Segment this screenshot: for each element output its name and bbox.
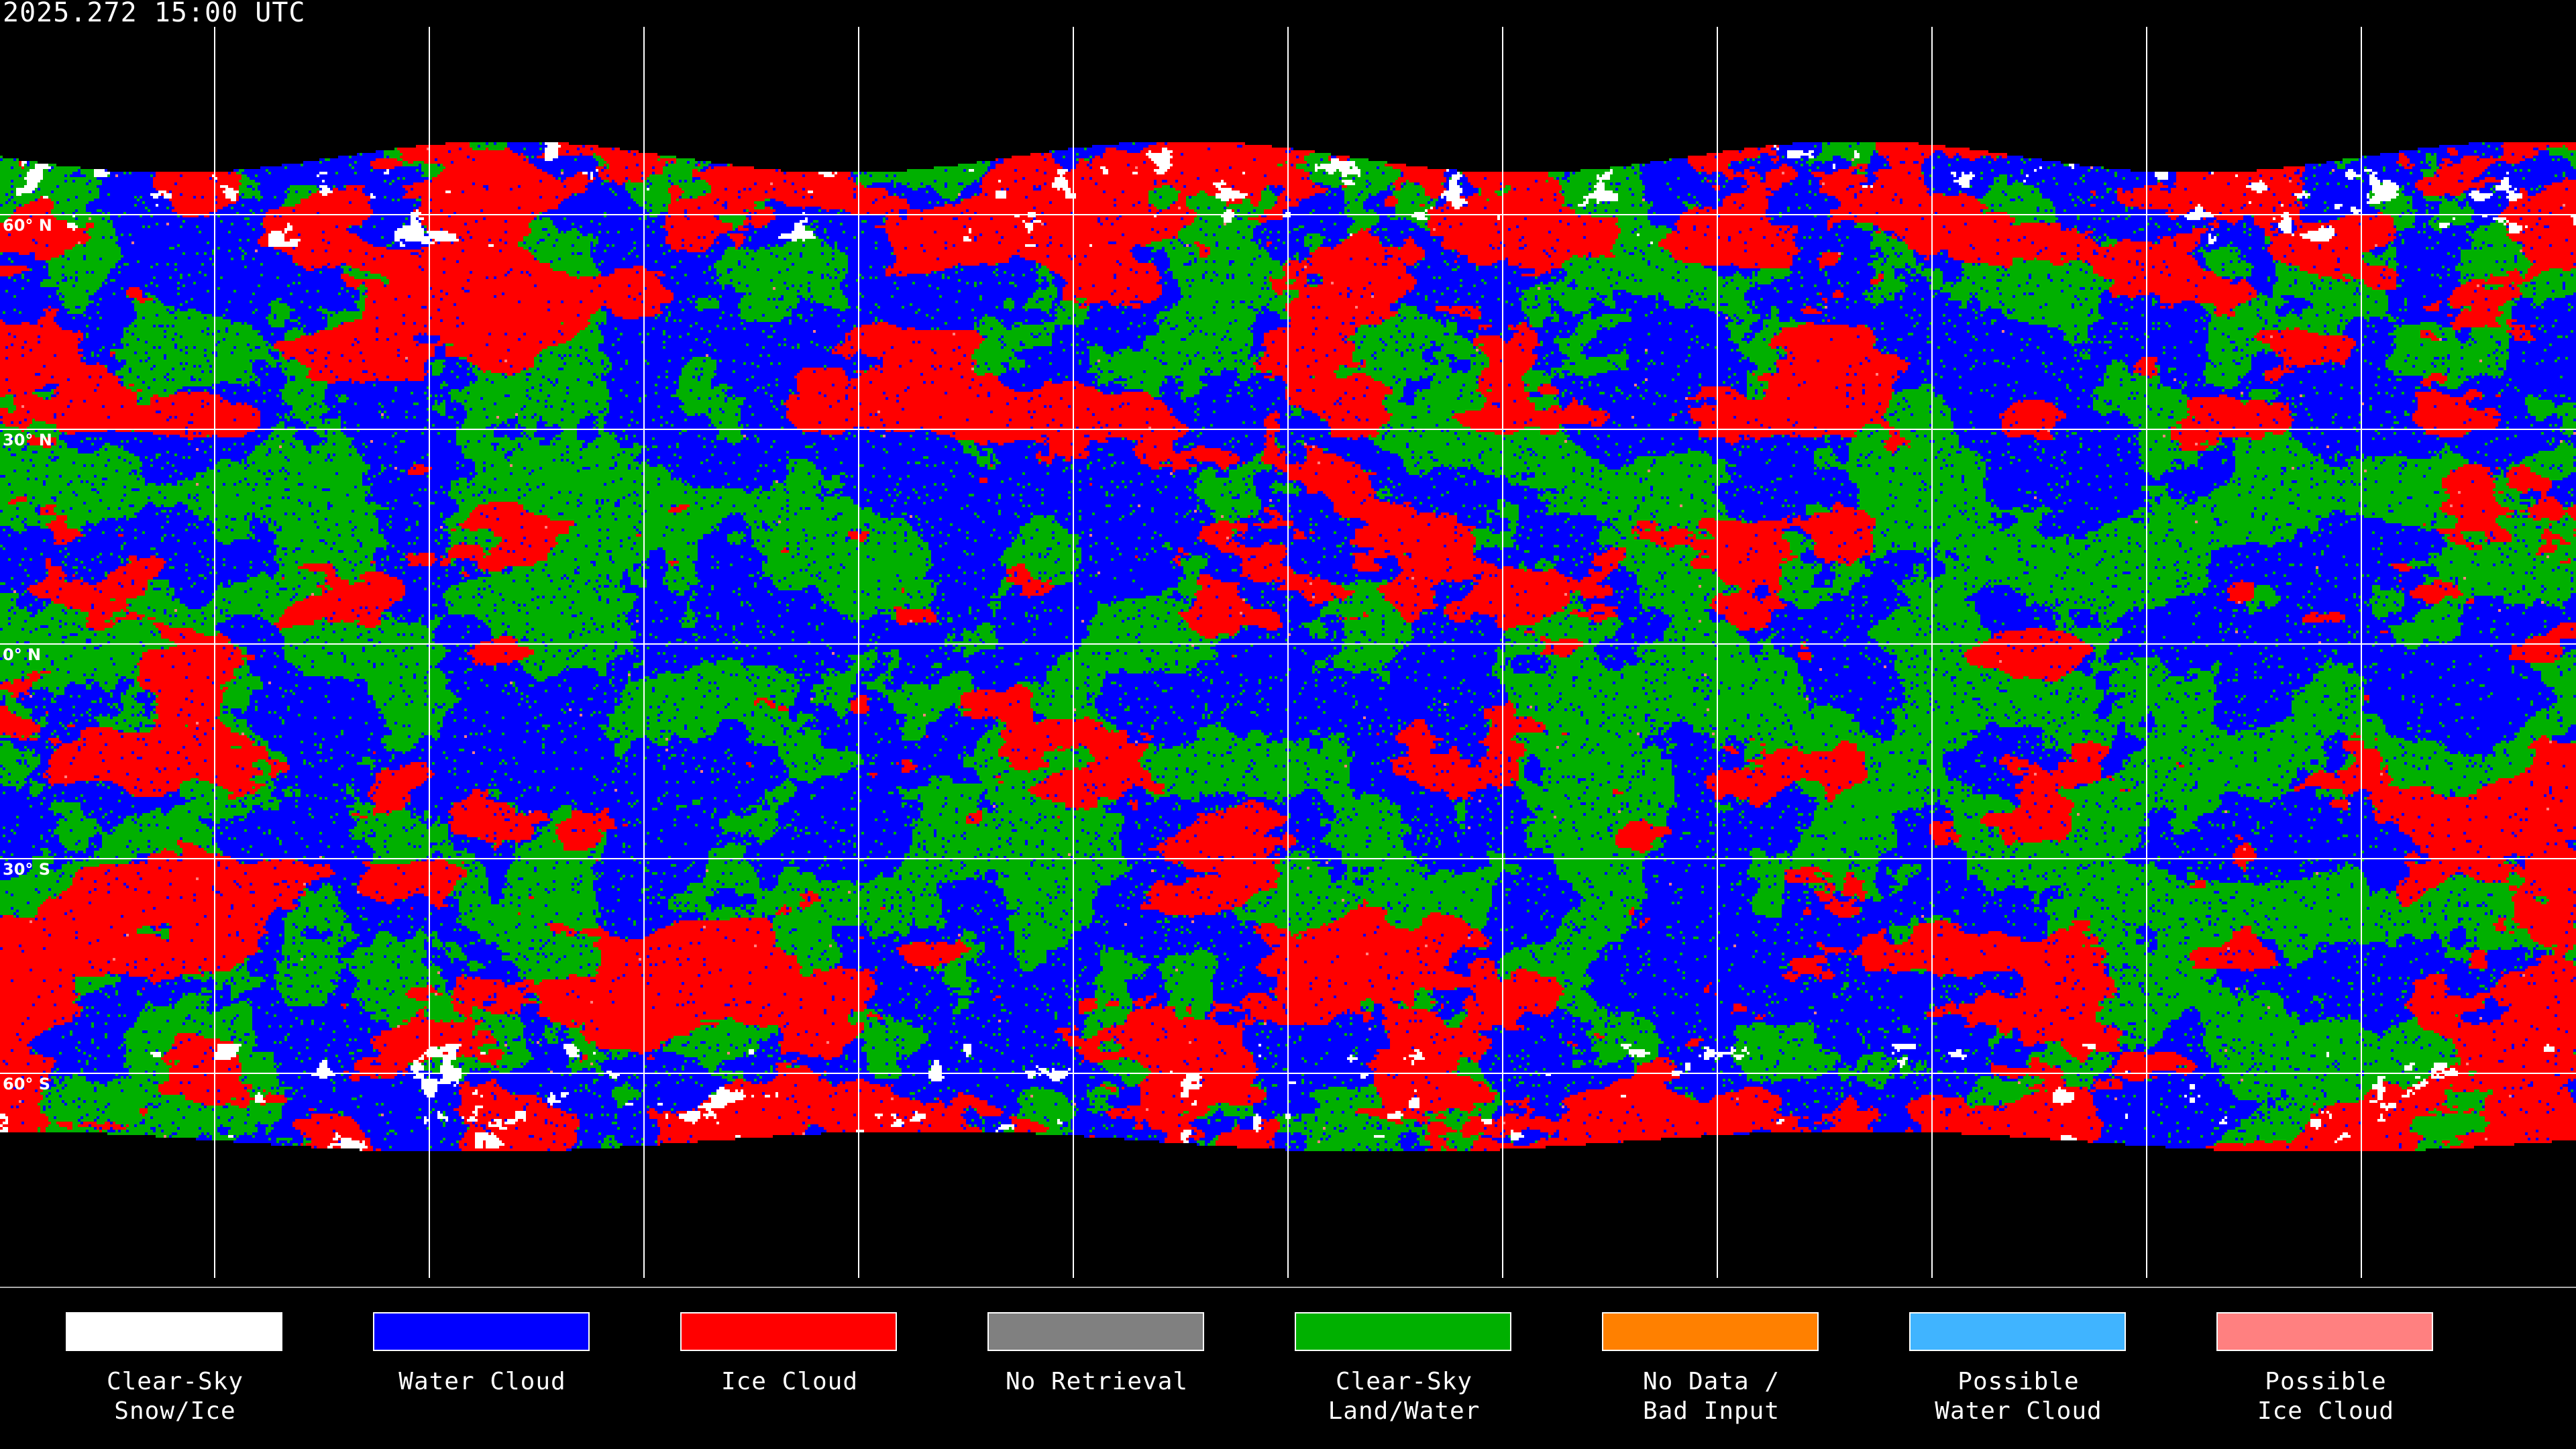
legend-swatch — [987, 1312, 1204, 1351]
legend-label: No Data / Bad Input — [1642, 1368, 1780, 1425]
legend-item-water-cloud: Water Cloud — [373, 1312, 592, 1397]
legend-item-clear-sky-snow-ice: Clear-Sky Snow/Ice — [66, 1312, 284, 1426]
legend-label: Possible Ice Cloud — [2257, 1368, 2395, 1425]
timestamp-title: 2025.272 15:00 UTC — [3, 0, 306, 28]
legend-label: Clear-Sky Land/Water — [1328, 1368, 1481, 1425]
legend-swatch — [680, 1312, 897, 1351]
legend-label: Water Cloud — [398, 1368, 566, 1395]
legend-swatch — [1295, 1312, 1511, 1351]
legend-item-clear-sky-land-water: Clear-Sky Land/Water — [1295, 1312, 1513, 1426]
legend-item-possible-ice-cloud: Possible Ice Cloud — [2216, 1312, 2435, 1426]
legend-label: Clear-Sky Snow/Ice — [106, 1368, 244, 1425]
legend-label: Ice Cloud — [720, 1368, 859, 1395]
legend-swatch — [2216, 1312, 2433, 1351]
legend-item-ice-cloud: Ice Cloud — [680, 1312, 899, 1397]
legend-divider — [0, 1287, 2576, 1288]
lat-label-30s: 30° S — [3, 860, 51, 879]
legend-item-possible-water-cloud: Possible Water Cloud — [1909, 1312, 2128, 1426]
legend-item-no-retrieval: No Retrieval — [987, 1312, 1206, 1397]
legend-label: No Retrieval — [1005, 1368, 1189, 1395]
legend-swatch — [373, 1312, 590, 1351]
lat-lon-grid — [0, 27, 2576, 1278]
legend-swatch — [66, 1312, 282, 1351]
lat-label-60n: 60° N — [3, 216, 52, 235]
legend-swatch — [1909, 1312, 2126, 1351]
legend-item-no-data: No Data / Bad Input — [1602, 1312, 1821, 1426]
lat-label-0n: 0° N — [3, 645, 42, 664]
cloud-phase-map: 2025.272 15:00 UTC 60° N 30° N 0° N 30° … — [0, 0, 2576, 1288]
legend-label: Possible Water Cloud — [1935, 1368, 2102, 1425]
lat-label-30n: 30° N — [3, 431, 52, 449]
lat-label-60s: 60° S — [3, 1075, 51, 1093]
legend-swatch — [1602, 1312, 1819, 1351]
